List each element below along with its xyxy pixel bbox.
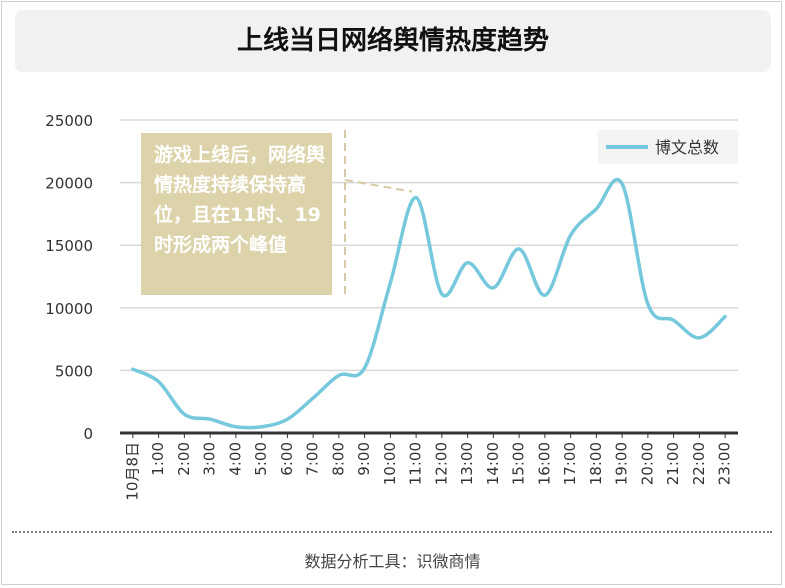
data-point [311,396,315,400]
x-tick-label: 13:00 [458,442,476,485]
data-point [208,417,212,421]
x-tick-label: 8:00 [329,442,347,476]
x-tick-label: 1:00 [149,442,167,476]
data-point [620,182,624,186]
x-tick-label: 12:00 [432,442,450,485]
y-tick-label: 5000 [55,362,93,380]
data-point [646,302,650,306]
data-point [440,292,444,296]
x-tick-label: 9:00 [355,442,373,476]
x-tick-label: 18:00 [587,442,605,485]
x-tick-label: 10:00 [381,442,399,485]
source-note: 数据分析工具：识微商情 [304,552,481,571]
data-point [285,417,289,421]
data-point [157,380,161,384]
x-tick-label: 5:00 [252,442,270,476]
y-tick-label: 20000 [45,175,93,193]
series-line [131,178,727,430]
data-point [337,373,341,377]
data-point [234,425,238,429]
x-tick-label: 3:00 [201,442,219,476]
x-tick-label: 16:00 [535,442,553,485]
data-point [672,318,676,322]
data-point [594,207,598,211]
y-tick-label: 15000 [45,237,93,255]
data-point [723,315,727,319]
data-point [697,336,701,340]
x-tick-label: 19:00 [613,442,631,485]
footer-divider [12,531,772,533]
y-tick-label: 0 [83,425,93,443]
y-tick-label: 25000 [45,112,93,130]
page-title: 上线当日网络舆情热度趋势 [236,26,549,56]
y-tick-label: 10000 [45,300,93,318]
data-point [131,367,135,371]
x-tick-label: 17:00 [561,442,579,485]
annotation-pointer [344,179,413,193]
data-point [182,412,186,416]
x-tick-label: 22:00 [690,442,708,485]
data-point [388,281,392,285]
data-point [414,196,418,200]
x-tick-label: 10月8日 [123,442,141,501]
annotation-text: 游戏上线后，网络舆情热度持续保持高位，且在11时、19时形成两个峰值 [154,144,326,256]
x-tick-label: 11:00 [407,442,425,485]
line-chart: 0 5000 10000 15000 20000 25000 10月8日 1:00 2:00 3:… [45,112,738,501]
data-point [260,425,264,429]
x-tick-label: 20:00 [638,442,656,485]
x-tick-label: 7:00 [304,442,322,476]
x-tick-label: 15:00 [510,442,528,485]
data-point [569,233,573,237]
legend-label: 博文总数 [655,138,719,157]
x-tick-label: 14:00 [484,442,502,485]
data-point [491,286,495,290]
data-point [517,247,521,251]
annotation-box: 游戏上线后，网络舆情热度持续保持高位，且在11时、19时形成两个峰值 [141,133,332,295]
x-tick-label: 21:00 [664,442,682,485]
data-point [363,366,367,370]
x-tick-label: 6:00 [278,442,296,476]
x-tick-label: 4:00 [226,442,244,476]
x-tick-label: 2:00 [175,442,193,476]
data-point [466,261,470,265]
data-point [543,293,547,297]
x-tick-label: 23:00 [716,442,734,485]
title-bar: 上线当日网络舆情热度趋势 [15,10,771,72]
